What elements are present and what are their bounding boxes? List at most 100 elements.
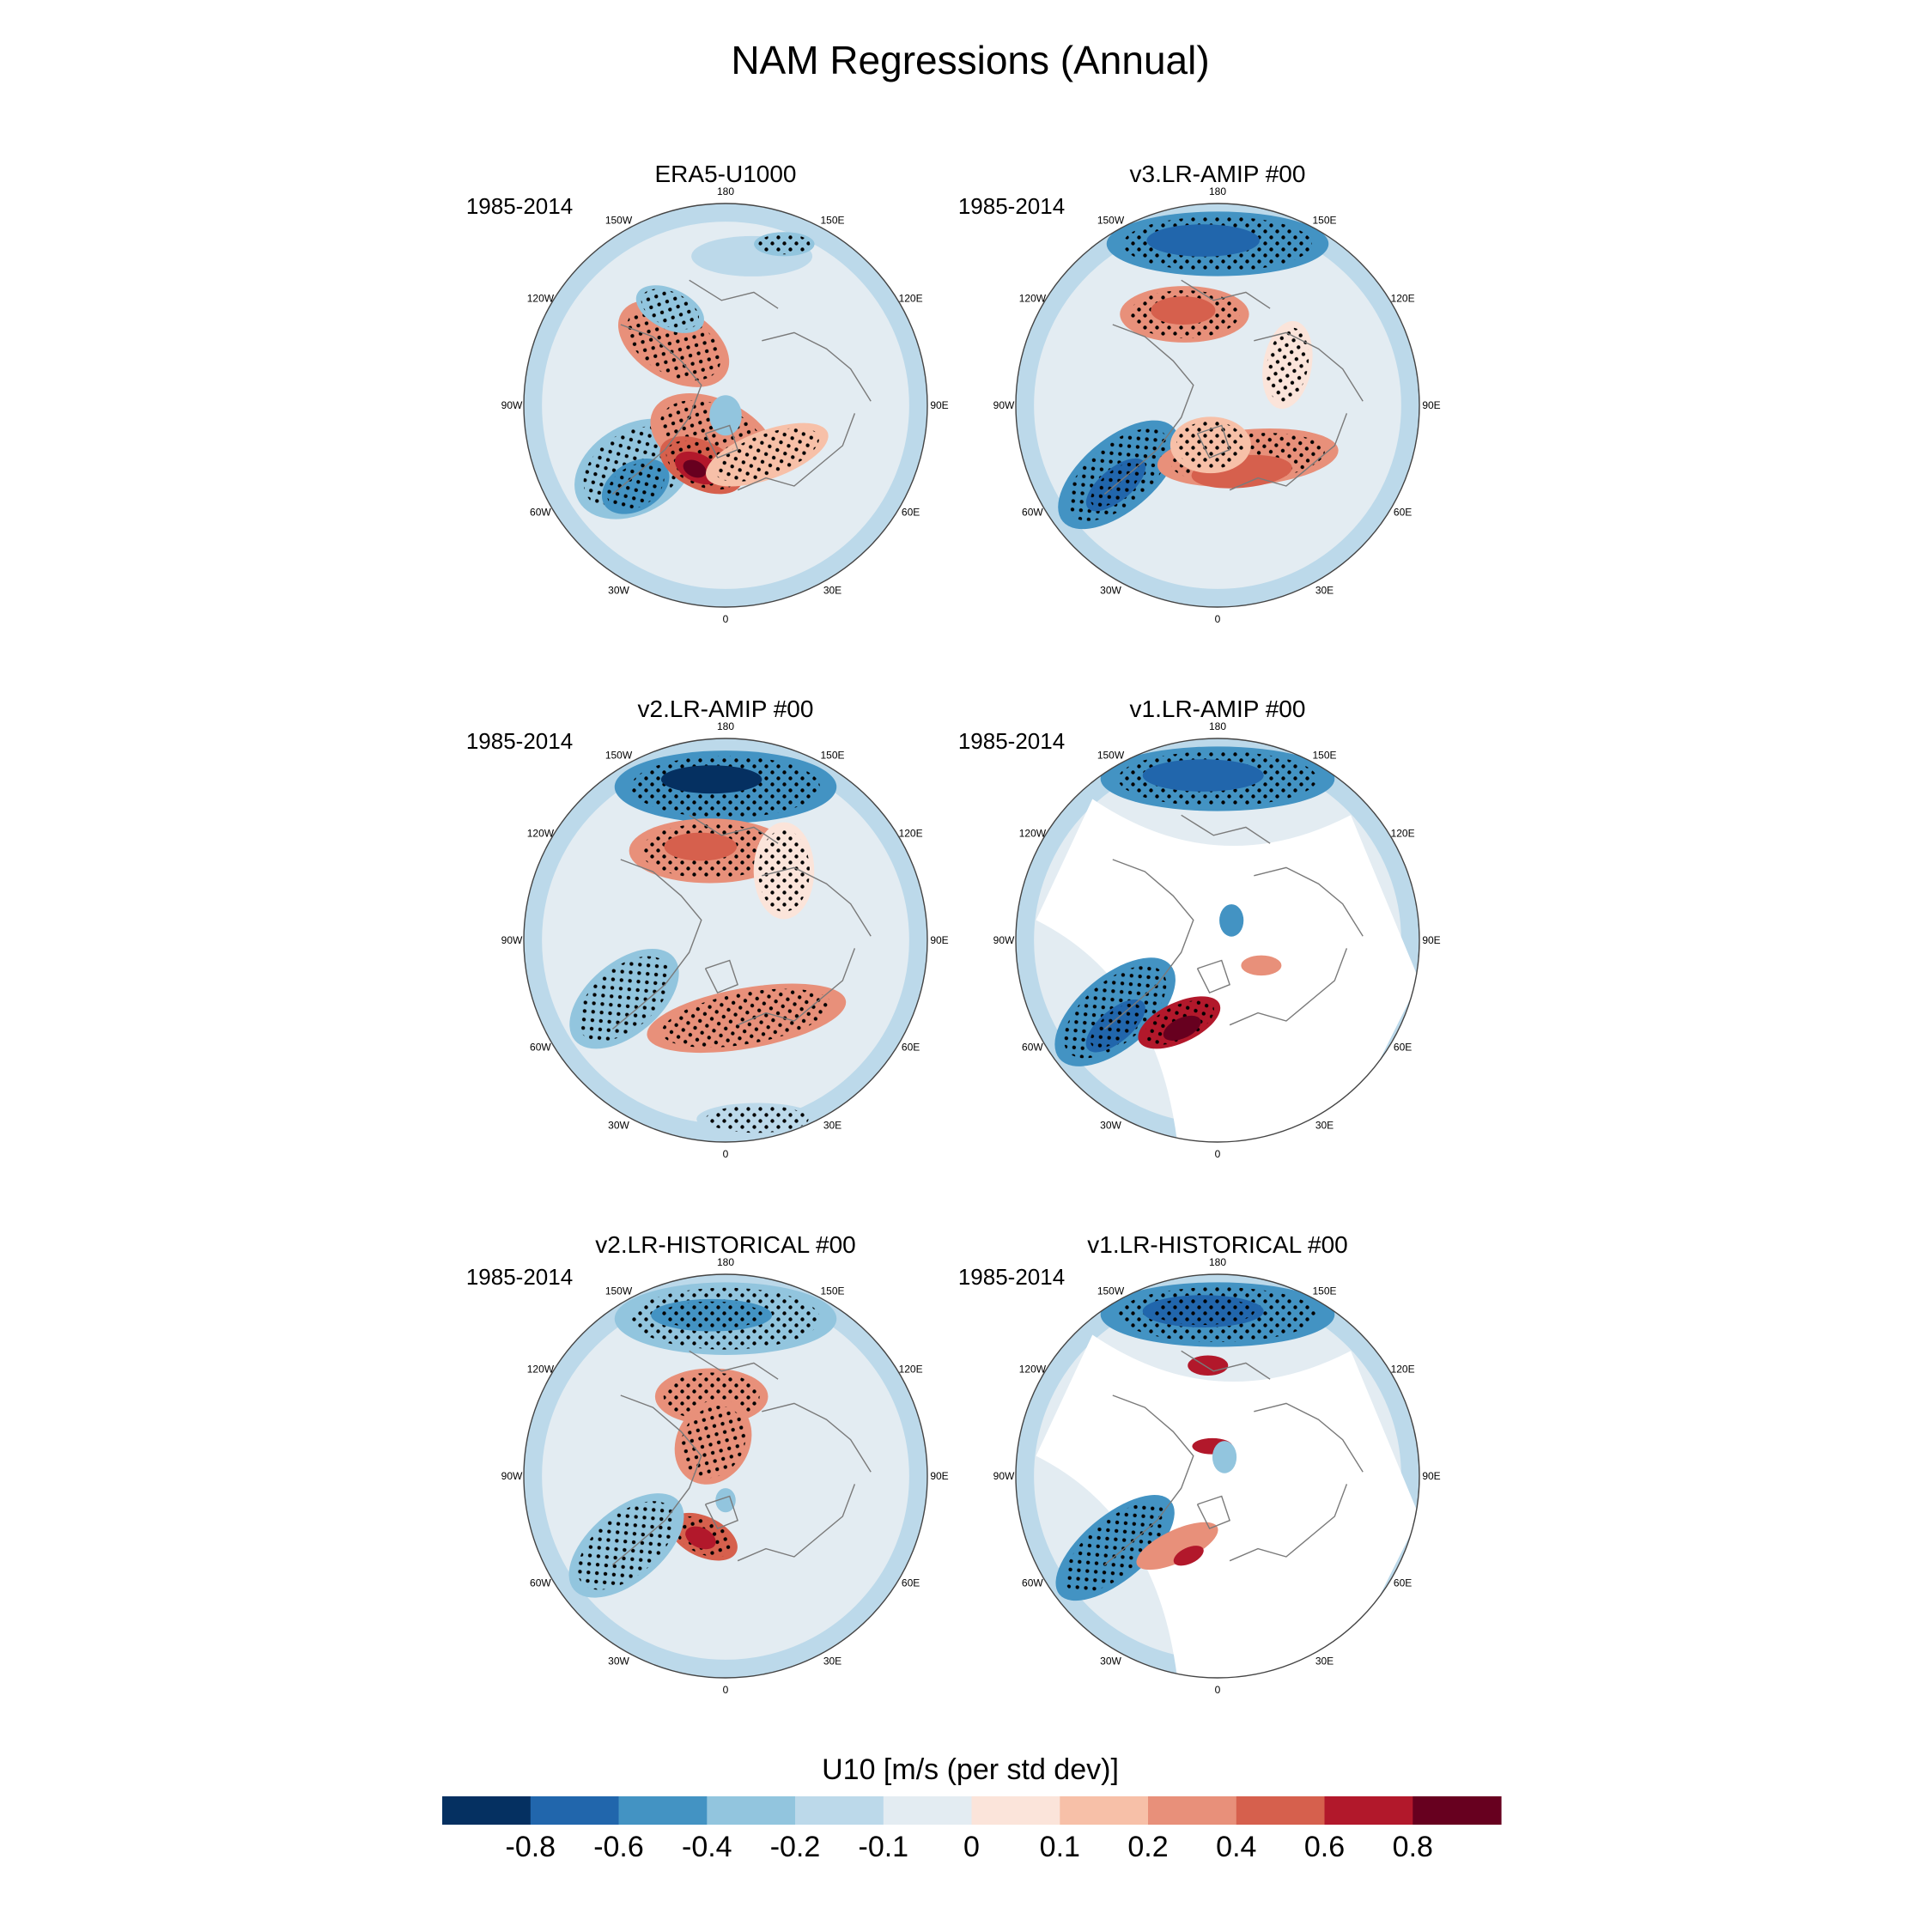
coastline <box>762 331 872 402</box>
longitude-label: 60E <box>902 507 920 519</box>
longitude-label: 0 <box>723 613 729 625</box>
coastline <box>1103 1394 1194 1565</box>
longitude-label: 30W <box>608 1656 629 1668</box>
longitude-label: 90E <box>930 399 948 411</box>
longitude-label: 60W <box>530 1577 551 1589</box>
coastline <box>1181 279 1271 309</box>
panel-period: 1985-2014 <box>466 1264 573 1290</box>
colorbar-tick-label: -0.4 <box>682 1831 732 1863</box>
longitude-label: 60W <box>1022 1577 1043 1589</box>
longitude-label: 150E <box>1312 1285 1336 1297</box>
coastline <box>704 1495 738 1529</box>
map-boundary <box>1015 203 1420 608</box>
missing-land-mask <box>1036 799 1419 1142</box>
coastline <box>1181 1350 1271 1380</box>
anomaly-region <box>1163 1015 1201 1041</box>
longitude-label: 120W <box>527 828 555 840</box>
longitude-label: 120W <box>1019 1364 1047 1376</box>
colorbar-tick-label: -0.1 <box>859 1831 909 1863</box>
coastline <box>689 814 779 844</box>
significance-stipple <box>1176 421 1245 470</box>
longitude-label: 120W <box>1019 293 1047 305</box>
coastline <box>1196 424 1230 459</box>
longitude-label: 60W <box>1022 1042 1043 1054</box>
longitude-label: 180 <box>1209 720 1226 732</box>
significance-stipple <box>659 1301 763 1329</box>
map-panel-4: v1.LR-AMIP #00 1985-2014 180 150E 120E 90E 60E… <box>958 696 1441 1160</box>
significance-stipple <box>714 428 819 482</box>
longitude-label: 30E <box>1315 1656 1334 1668</box>
coastline <box>1196 1495 1230 1529</box>
longitude-label: 150W <box>1097 214 1125 226</box>
panel-title: v3.LR-AMIP #00 <box>1130 161 1306 187</box>
anomaly-region <box>1212 1441 1237 1473</box>
longitude-label: 90E <box>930 1470 948 1482</box>
anomaly-region <box>664 832 738 861</box>
coastline <box>737 1484 856 1562</box>
colorbar-box <box>618 1796 708 1825</box>
significance-stipple <box>661 988 831 1048</box>
longitude-label: 30W <box>1100 585 1121 597</box>
coastline <box>1254 866 1364 937</box>
longitude-label: 150E <box>820 214 844 226</box>
coastline <box>737 948 856 1026</box>
anomaly-region <box>1241 955 1282 976</box>
colorbar-box <box>707 1796 796 1825</box>
longitude-label: 60W <box>1022 507 1043 519</box>
anomaly-region <box>715 1488 736 1513</box>
longitude-label: 30E <box>1315 585 1334 597</box>
longitude-label: 180 <box>717 185 734 197</box>
longitude-label: 120E <box>899 1364 923 1376</box>
panel-period: 1985-2014 <box>466 193 573 219</box>
map-boundary <box>523 203 928 608</box>
regression-field <box>524 1274 927 1678</box>
map-boundary <box>523 738 928 1143</box>
coastline <box>1229 413 1348 491</box>
coastline <box>762 1402 872 1473</box>
significance-stipple <box>1064 1503 1166 1593</box>
anomaly-region <box>685 1526 716 1550</box>
colorbar-tick-label: 0.1 <box>1040 1831 1080 1863</box>
map-panel-2: v3.LR-AMIP #00 1985-2014 180 150E 120E 90E 60E… <box>958 161 1441 625</box>
longitude-label: 120W <box>527 1364 555 1376</box>
longitude-label: 30W <box>1100 1120 1121 1132</box>
longitude-label: 180 <box>1209 1256 1226 1268</box>
longitude-label: 120E <box>1391 828 1415 840</box>
longitude-label: 150W <box>1097 1285 1125 1297</box>
colorbar-tick-label: 0.2 <box>1127 1831 1168 1863</box>
regression-field <box>1016 1274 1419 1678</box>
longitude-label: 0 <box>723 1148 729 1160</box>
longitude-label: 90E <box>1422 1470 1440 1482</box>
anomaly-region <box>1219 904 1244 937</box>
colorbar-box <box>1324 1796 1413 1825</box>
longitude-label: 60E <box>902 1042 920 1054</box>
anomaly-region <box>683 459 707 478</box>
longitude-label: 30E <box>823 1656 841 1668</box>
coastline <box>762 866 872 937</box>
longitude-label: 30E <box>823 585 841 597</box>
longitude-label: 0 <box>1215 1148 1221 1160</box>
panel-period: 1985-2014 <box>466 728 573 754</box>
coastline <box>1103 859 1194 1030</box>
coastline <box>1181 814 1271 844</box>
regression-field <box>524 204 927 607</box>
colorbar: U10 [m/s (per std dev)] -0.8 -0.6 -0.4 -0.2… <box>442 1753 1502 1863</box>
coastline <box>1254 1402 1364 1473</box>
regression-field <box>1016 204 1419 607</box>
coastline <box>1229 1484 1348 1562</box>
field-ring <box>1016 204 1419 607</box>
anomaly-region <box>1151 296 1216 325</box>
map-boundary <box>1015 738 1420 1143</box>
panel-title: v2.LR-AMIP #00 <box>638 696 814 722</box>
longitude-label: 120W <box>527 293 555 305</box>
significance-stipple <box>1151 1297 1255 1326</box>
panel-period: 1985-2014 <box>958 1264 1065 1290</box>
coastline <box>737 413 856 491</box>
longitude-label: 60E <box>1394 1577 1412 1589</box>
longitude-label: 30W <box>608 1120 629 1132</box>
longitude-label: 150W <box>605 214 633 226</box>
panel-period: 1985-2014 <box>958 193 1065 219</box>
longitude-label: 120W <box>1019 828 1047 840</box>
longitude-label: 180 <box>717 1256 734 1268</box>
